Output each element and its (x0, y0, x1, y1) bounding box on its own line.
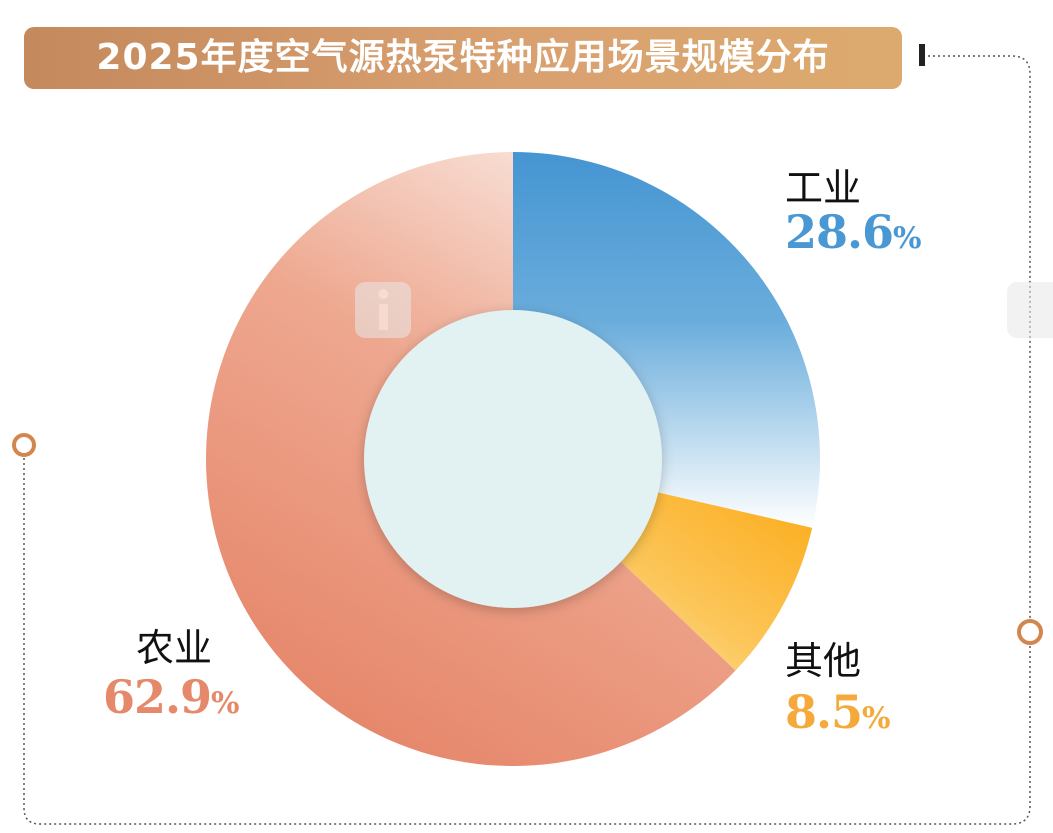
watermark-logo-edge (1007, 282, 1053, 338)
label-other-name: 其他 (785, 639, 862, 683)
label-industry-value: 28.6% (785, 205, 922, 259)
label-agriculture-value: 62.9% (103, 670, 240, 724)
frame-line-right-bottom (23, 458, 1031, 825)
watermark-logo (355, 282, 411, 338)
title-marker (919, 44, 925, 66)
chart-title: 2025年度空气源热泵特种应用场景规模分布 (96, 37, 830, 78)
donut-center (364, 310, 662, 608)
label-industry-name: 工业 (785, 166, 862, 210)
label-other-value: 8.5% (785, 685, 891, 739)
frame-ring-left (12, 433, 36, 457)
frame-ring-right (1017, 619, 1043, 645)
title-banner: 2025年度空气源热泵特种应用场景规模分布 (24, 27, 902, 89)
label-agriculture-name: 农业 (136, 626, 213, 670)
